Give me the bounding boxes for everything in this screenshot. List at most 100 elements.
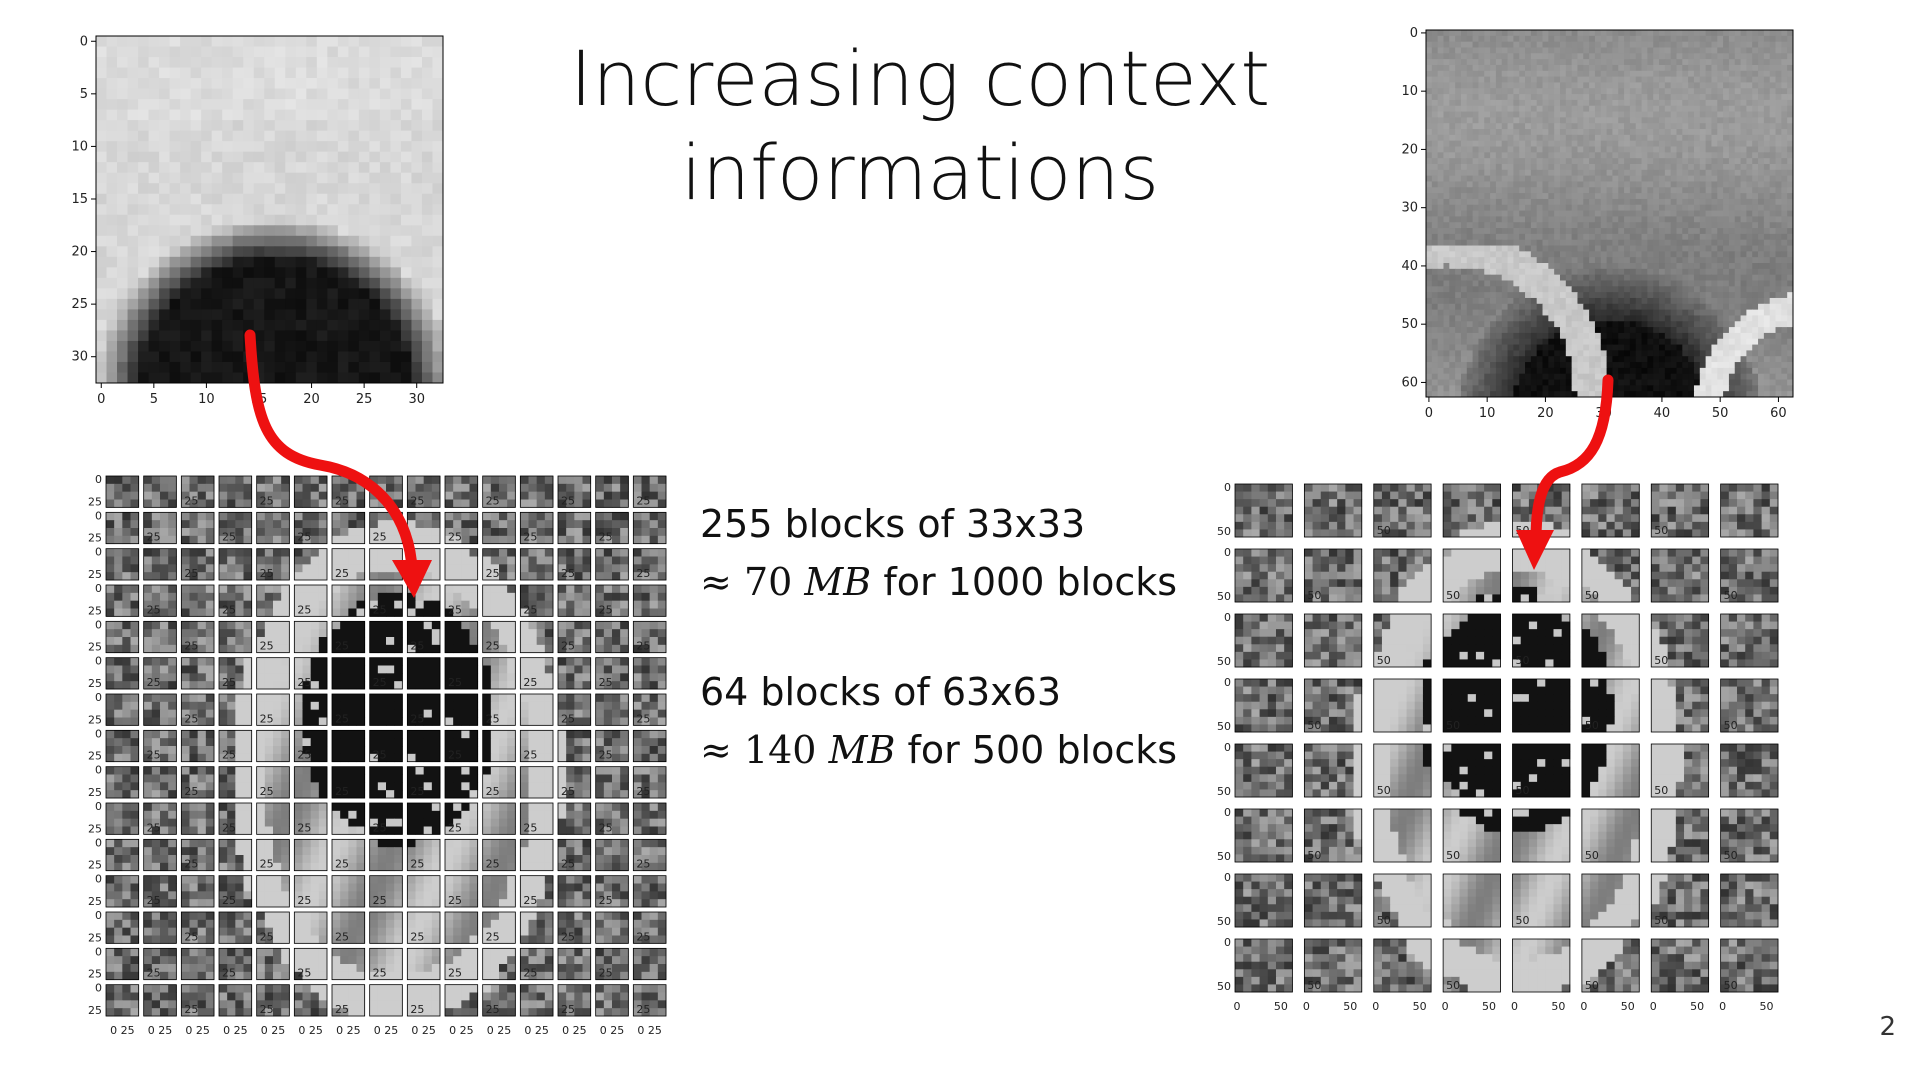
y-tick-label: 0 — [80, 34, 88, 49]
grid-inner-label: 25 — [335, 712, 349, 725]
grid-block — [444, 584, 479, 617]
grid-x-tick-left: 0 — [1511, 1000, 1518, 1013]
stats-line-2: ≈ 70 MB for 1000 blocks — [700, 553, 1220, 611]
grid-block — [1650, 678, 1710, 733]
grid-block — [557, 947, 592, 981]
grid-block — [1650, 808, 1710, 863]
grid-y-tick-bottom: 25 — [88, 532, 102, 545]
grid-block — [1650, 548, 1710, 603]
grid-y-tick-top: 0 — [95, 691, 102, 704]
x-tick-label: 0 — [97, 392, 105, 407]
grid-y-tick-top: 0 — [1224, 936, 1231, 949]
stats-line-4-rest: for 500 blocks — [907, 728, 1178, 772]
grid-y-tick-top: 0 — [95, 546, 102, 559]
grid-block — [595, 620, 629, 654]
grid-inner-label: 25 — [561, 858, 575, 871]
grid-block — [256, 875, 290, 908]
y-tick-label: 15 — [71, 192, 88, 207]
grid-block — [293, 475, 328, 508]
grid-block — [369, 657, 403, 690]
grid-block — [256, 620, 290, 654]
grid-inner-label: 25 — [147, 749, 161, 762]
grid-inner-label: 25 — [448, 967, 462, 980]
grid-block — [1581, 678, 1640, 733]
grid-block — [1303, 938, 1363, 993]
grid-x-tick-pair: 0 25 — [449, 1024, 474, 1037]
grid-y-tick-bottom: 25 — [88, 677, 102, 690]
grid-y-tick-top: 0 — [95, 836, 102, 849]
x-tick-label: 50 — [1712, 406, 1729, 421]
grid-inner-label: 50 — [1446, 719, 1460, 732]
grid-x-tick-left: 0 — [1303, 1000, 1310, 1013]
small-blocks-grid: 0 25 25 25 25 25 25 25 25 0 25 25 25 25 25 25 25 25 0 25 25 2… — [80, 470, 680, 1050]
grid-inner-label: 50 — [1377, 524, 1391, 537]
grid-inner-label: 25 — [222, 894, 236, 907]
grid-block — [218, 947, 253, 981]
grid-block — [632, 657, 667, 690]
grid-x-tick-right: 50 — [1482, 1000, 1496, 1013]
grid-block — [406, 657, 441, 690]
grid-inner-label: 25 — [561, 1003, 575, 1016]
grid-inner-label: 50 — [1377, 784, 1391, 797]
grid-inner-label: 50 — [1446, 849, 1460, 862]
grid-block — [1512, 808, 1571, 863]
grid-block — [1512, 548, 1571, 603]
grid-block — [143, 548, 177, 581]
grid-block — [595, 475, 629, 508]
grid-y-tick-bottom: 25 — [88, 750, 102, 763]
patch-pixels — [96, 36, 444, 384]
grid-block — [331, 911, 366, 944]
grid-block — [632, 511, 667, 545]
grid-block — [519, 984, 554, 1017]
grid-block — [1720, 873, 1779, 928]
grid-y-tick-bottom: 50 — [1217, 915, 1231, 928]
grid-inner-label: 50 — [1516, 784, 1530, 797]
grid-x-tick-pair: 0 25 — [637, 1024, 662, 1037]
grid-y-tick-top: 0 — [95, 582, 102, 595]
grid-x-tick-pair: 0 25 — [185, 1024, 210, 1037]
grid-inner-label: 25 — [297, 894, 311, 907]
grid-block — [557, 657, 592, 690]
large-patch-plot: 0 10 20 30 40 50 60 0 10 20 30 40 50 60 — [1390, 22, 1810, 432]
grid-block — [331, 947, 366, 981]
x-tick-label: 0 — [1425, 406, 1433, 421]
grid-inner-label: 25 — [486, 567, 500, 580]
grid-block — [293, 875, 328, 908]
grid-inner-label: 25 — [523, 821, 537, 834]
grid-block — [331, 657, 366, 690]
grid-block — [1303, 483, 1363, 538]
grid-y-tick-top: 0 — [95, 873, 102, 886]
grid-inner-label: 25 — [184, 1003, 198, 1016]
grid-inner-label: 25 — [147, 967, 161, 980]
grid-inner-label: 25 — [184, 640, 198, 653]
grid-x-tick-left: 0 — [1234, 1000, 1241, 1013]
grid-inner-label: 25 — [561, 494, 575, 507]
stats-line-3: 64 blocks of 63x63 — [700, 670, 1062, 714]
grid-inner-label: 25 — [373, 821, 387, 834]
grid-block — [557, 548, 592, 581]
grid-block — [482, 511, 516, 545]
grid-block — [406, 947, 441, 981]
grid-block — [293, 693, 328, 726]
grid-block — [519, 511, 554, 545]
grid-inner-label: 25 — [410, 930, 424, 943]
grid-y-tick-bottom: 25 — [88, 1004, 102, 1017]
grid-block — [1373, 548, 1432, 603]
grid-block — [406, 729, 441, 763]
grid-block — [1650, 743, 1710, 798]
grid-block — [1373, 743, 1432, 798]
grid-block — [293, 548, 328, 581]
grid-block — [1373, 678, 1432, 733]
grid-block — [180, 511, 215, 545]
grid-inner-label: 25 — [599, 967, 613, 980]
grid-y-tick-bottom: 25 — [88, 786, 102, 799]
approx-symbol: ≈ — [700, 560, 732, 604]
grid-inner-label: 25 — [222, 676, 236, 689]
grid-y-tick-bottom: 50 — [1217, 655, 1231, 668]
grid-inner-label: 25 — [335, 494, 349, 507]
grid-block — [180, 693, 215, 726]
grid-inner-label: 25 — [297, 749, 311, 762]
grid-inner-label: 25 — [599, 821, 613, 834]
grid-block — [1234, 678, 1293, 733]
grid-block — [1720, 938, 1779, 993]
